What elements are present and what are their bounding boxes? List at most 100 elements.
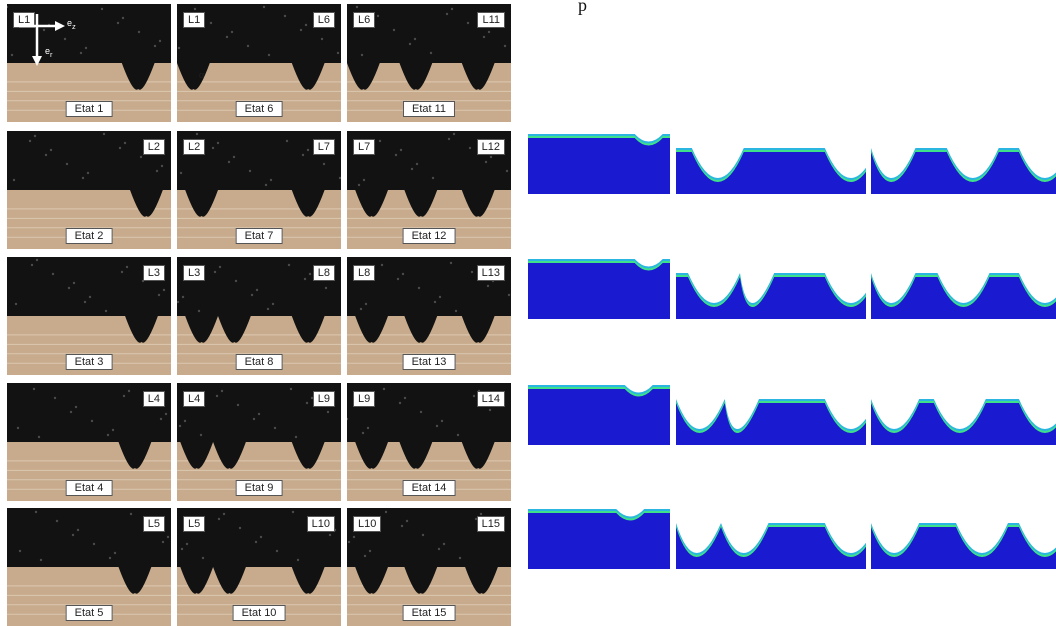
resin-particle bbox=[287, 263, 291, 267]
resin-particle bbox=[12, 178, 16, 182]
resin-particle bbox=[437, 547, 441, 551]
resin-particle bbox=[380, 263, 384, 267]
panel-label-left: L9 bbox=[353, 391, 376, 407]
resin-particle bbox=[347, 540, 351, 544]
panel-label-right: L9 bbox=[312, 391, 335, 407]
angle-alpha-label: α bbox=[199, 70, 205, 80]
resin-region bbox=[177, 131, 341, 217]
contour-layer bbox=[676, 277, 866, 319]
resin-particle bbox=[482, 35, 486, 39]
resin-particle bbox=[157, 293, 161, 297]
panel-label-left: L1 bbox=[13, 12, 36, 28]
resin-particle bbox=[153, 44, 157, 48]
resin-particle bbox=[275, 549, 279, 553]
resin-particle bbox=[301, 153, 305, 157]
resin-particle bbox=[216, 141, 220, 145]
resin-particle bbox=[359, 307, 363, 311]
resin-particle bbox=[456, 433, 460, 437]
resin-particle bbox=[32, 387, 36, 391]
resin-particle bbox=[305, 401, 309, 405]
resin-particle bbox=[125, 265, 129, 269]
resin-particle bbox=[164, 412, 168, 416]
resin-particle bbox=[183, 419, 187, 423]
resin-particle bbox=[129, 512, 133, 516]
state-caption: Etat 11 bbox=[402, 101, 456, 117]
resin-particle bbox=[269, 178, 273, 182]
micrograph-image bbox=[7, 508, 171, 615]
resin-particle bbox=[438, 295, 442, 299]
resin-particle bbox=[449, 261, 453, 265]
micrograph-image bbox=[347, 4, 511, 111]
panel-label-right: L6 bbox=[312, 12, 335, 28]
resin-particle bbox=[291, 510, 295, 514]
simulation-panel bbox=[676, 381, 866, 445]
resin-particle bbox=[398, 401, 402, 405]
resin-particle bbox=[227, 160, 231, 164]
resin-particle bbox=[84, 46, 88, 50]
fe-contour-plot bbox=[871, 148, 1056, 194]
simulation-panel bbox=[528, 505, 670, 569]
simulation-panel bbox=[676, 130, 866, 194]
resin-region bbox=[177, 257, 341, 343]
panel-label-left: L6 bbox=[353, 12, 376, 28]
panel-label-right: L11 bbox=[477, 12, 505, 28]
contour-layer bbox=[871, 152, 1056, 194]
resin-particle bbox=[90, 419, 94, 423]
resin-particle bbox=[357, 183, 361, 187]
resin-region bbox=[7, 257, 171, 343]
micrograph-panel: L4 Etat 4 bbox=[7, 383, 171, 501]
resin-particle bbox=[445, 12, 449, 16]
simulation-panel bbox=[528, 381, 670, 445]
resin-particle bbox=[246, 44, 250, 48]
resin-region bbox=[347, 508, 511, 594]
resin-particle bbox=[139, 155, 143, 159]
resin-particle bbox=[108, 556, 112, 560]
panel-label-right: L3 bbox=[142, 265, 165, 281]
resin-particle bbox=[209, 21, 213, 25]
resin-particle bbox=[267, 53, 271, 57]
panel-label-left: L10 bbox=[353, 516, 382, 532]
resin-particle bbox=[289, 387, 293, 391]
micrograph-panel: L10 L15 Etat 15 bbox=[347, 508, 511, 626]
resin-particle bbox=[67, 286, 71, 290]
axis-label-er: er bbox=[45, 46, 53, 59]
resin-particle bbox=[362, 178, 366, 182]
resin-particle bbox=[63, 37, 67, 41]
resin-region bbox=[347, 383, 511, 469]
panel-label-right: L14 bbox=[476, 391, 505, 407]
panel-label-left: L3 bbox=[183, 265, 206, 281]
fe-contour-plot bbox=[871, 399, 1056, 445]
resin-particle bbox=[201, 556, 205, 560]
micrograph-image bbox=[347, 508, 511, 615]
resin-particle bbox=[366, 426, 370, 430]
resin-particle bbox=[355, 5, 359, 9]
state-caption: Etat 4 bbox=[65, 480, 113, 496]
resin-particle bbox=[92, 542, 96, 546]
resin-particle bbox=[122, 394, 126, 398]
resin-particle bbox=[100, 7, 104, 11]
resin-particle bbox=[137, 30, 141, 34]
resin-particle bbox=[450, 7, 454, 11]
micrograph-panel: L9 L14 Etat 14 bbox=[347, 383, 511, 501]
resin-particle bbox=[347, 417, 349, 421]
resin-particle bbox=[248, 169, 252, 173]
resin-particle bbox=[452, 132, 456, 136]
panel-label-right: L2 bbox=[142, 139, 165, 155]
resin-particle bbox=[86, 171, 90, 175]
simulation-panel bbox=[528, 130, 670, 194]
resin-particle bbox=[440, 419, 444, 423]
resin-particle bbox=[283, 14, 287, 18]
resin-particle bbox=[250, 293, 254, 297]
micrograph-panel: L6 L11 Etat 11 bbox=[347, 4, 511, 122]
resin-particle bbox=[392, 28, 396, 32]
resin-particle bbox=[30, 263, 34, 267]
state-caption: Etat 12 bbox=[402, 228, 456, 244]
resin-particle bbox=[42, 28, 46, 32]
resin-particle bbox=[306, 148, 310, 152]
resin-particle bbox=[410, 167, 414, 171]
contour-layer bbox=[871, 403, 1056, 445]
resin-particle bbox=[405, 519, 409, 523]
resin-particle bbox=[308, 272, 312, 276]
resin-particle bbox=[454, 309, 458, 313]
axis-label-ez: ez bbox=[67, 18, 76, 31]
